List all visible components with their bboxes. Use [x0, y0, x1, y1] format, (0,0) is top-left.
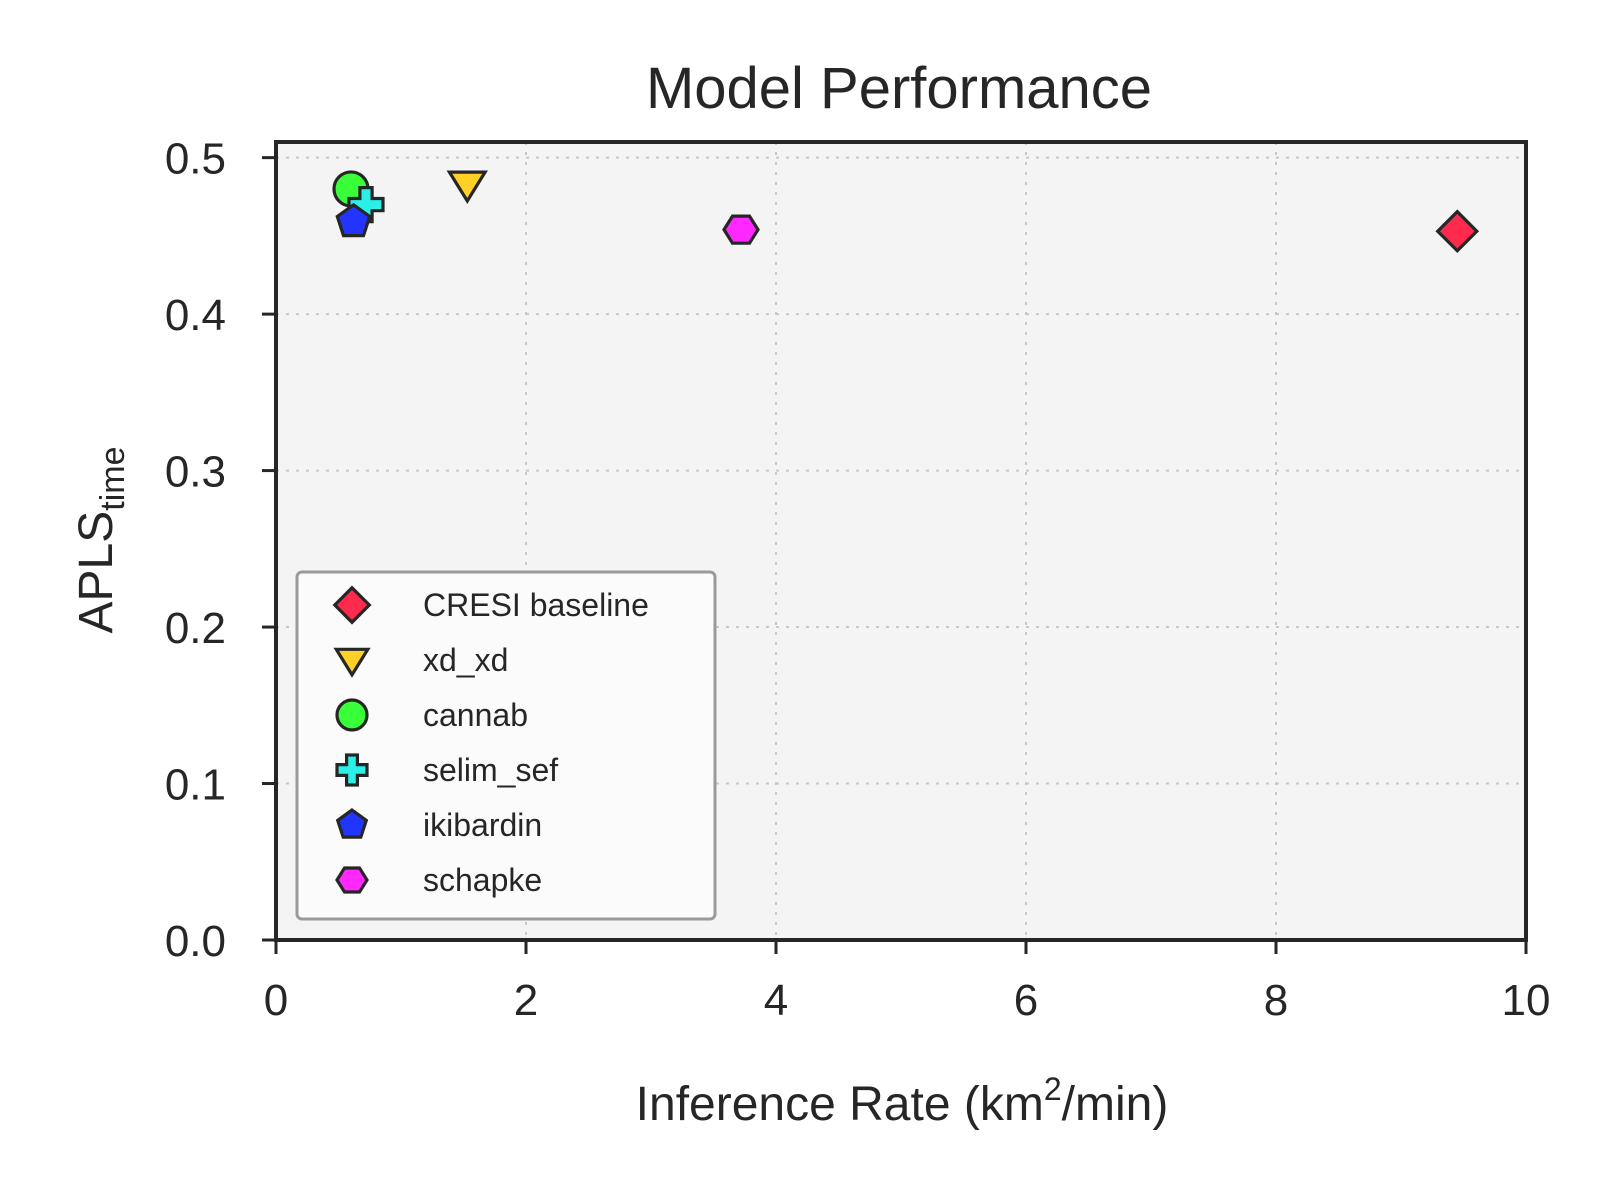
x-tick-label: 2: [514, 976, 538, 1025]
point-cresi-baseline: [1435, 209, 1480, 253]
legend-label: schapke: [423, 862, 542, 898]
legend-label: selim_sef: [423, 752, 558, 788]
chart-title: Model Performance: [646, 56, 1152, 121]
y-tick-label: 0.4: [165, 291, 226, 340]
grid: [276, 142, 1526, 940]
legend-marker: [333, 647, 371, 678]
point-schapke: [722, 214, 760, 245]
legend-marker: [335, 808, 369, 839]
legend-label: CRESI baseline: [423, 587, 649, 623]
legend-marker: [335, 698, 369, 732]
axis-ticks: 0 2 4 6 8 10 0.0 0.1 0.2 0.3 0.4 0.5: [165, 135, 1551, 1025]
point-xd-xd: [446, 170, 488, 205]
legend-marker: [332, 585, 372, 625]
y-tick-label: 0.1: [165, 761, 226, 810]
x-axis-label: Inference Rate (km2/min): [636, 1071, 1169, 1131]
y-tick-label: 0.5: [165, 135, 226, 184]
legend-label: ikibardin: [423, 807, 542, 843]
legend-marker: [335, 866, 369, 894]
point-selim-sef: [347, 186, 385, 224]
x-tick-label: 10: [1502, 976, 1551, 1025]
y-tick-label: 0.3: [165, 448, 226, 497]
point-ikibardin: [335, 202, 372, 238]
legend-label: cannab: [423, 697, 528, 733]
y-tick-label: 0.2: [165, 604, 226, 653]
legend-marker: [335, 753, 369, 787]
legend-box: [295, 570, 717, 921]
x-tick-label: 0: [264, 976, 288, 1025]
x-tick-label: 8: [1264, 976, 1288, 1025]
x-tick-label: 4: [764, 976, 788, 1025]
y-tick-label: 0.0: [165, 917, 226, 966]
plot-frame: [274, 140, 1528, 942]
x-tick-label: 6: [1014, 976, 1038, 1025]
data-points: [332, 170, 1480, 253]
legend-label: xd_xd: [423, 642, 508, 678]
y-axis-label: APLStime: [70, 447, 132, 634]
